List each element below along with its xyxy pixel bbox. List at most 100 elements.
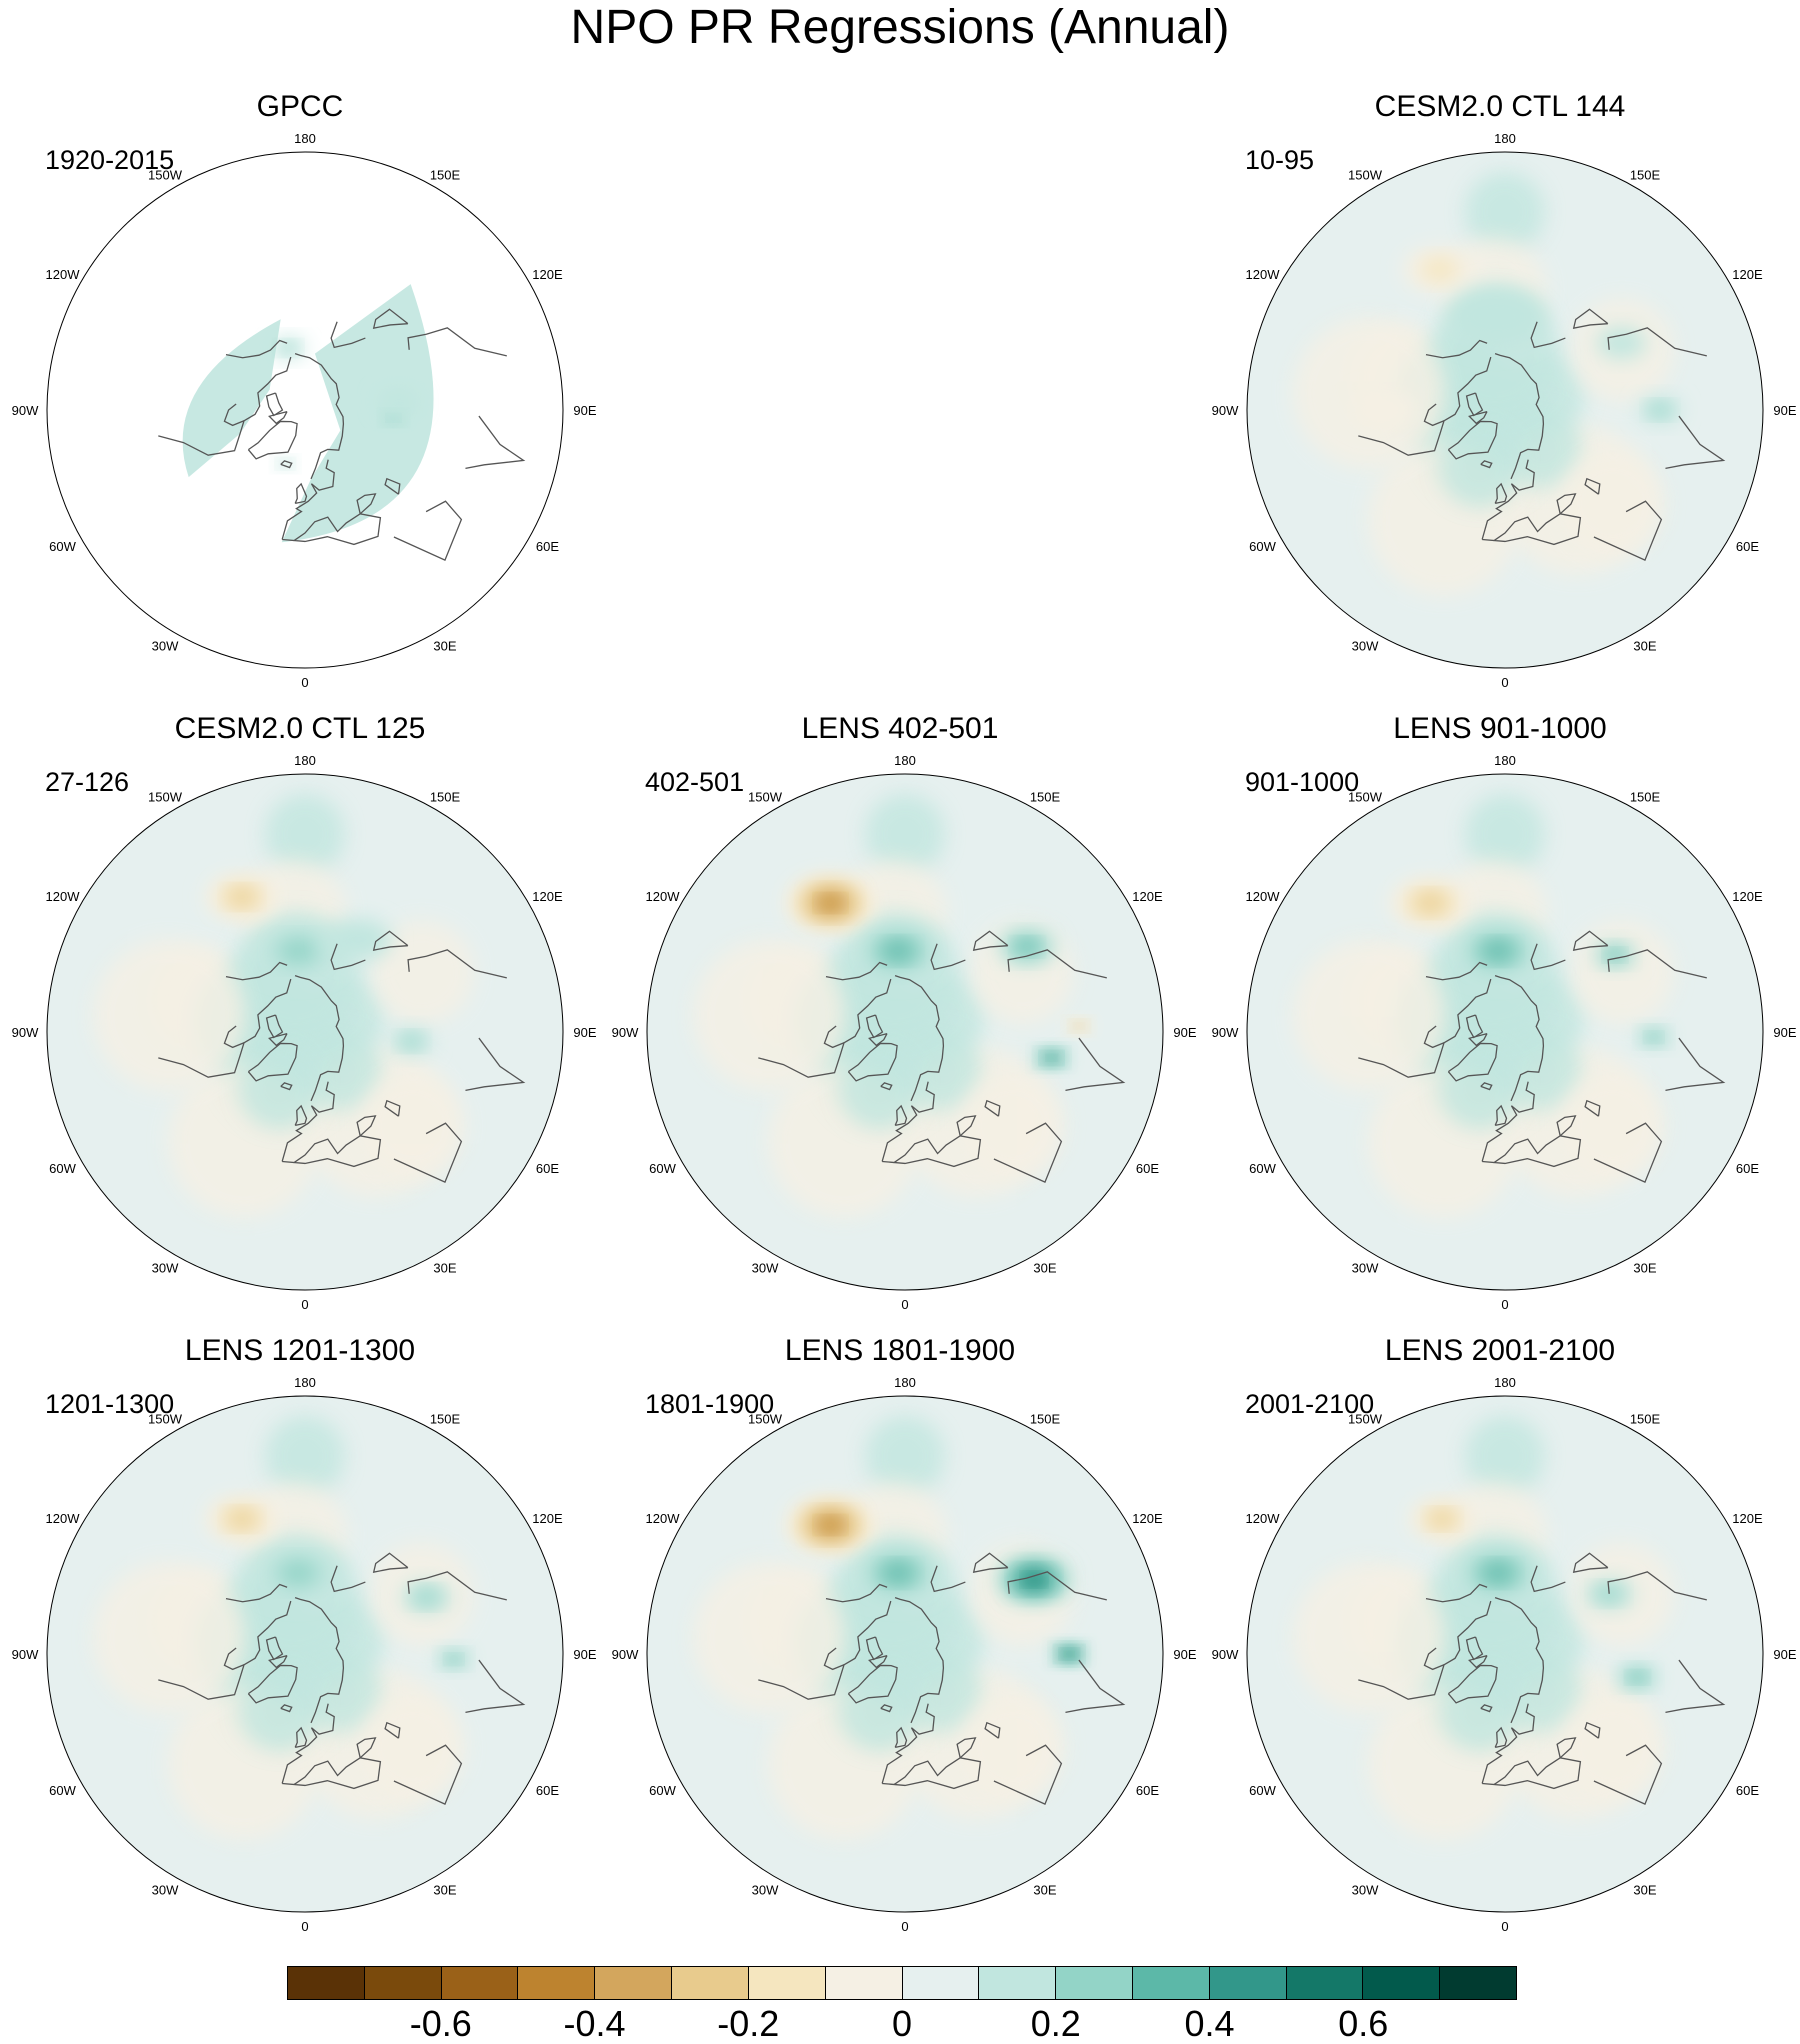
longitude-label: 180	[294, 131, 316, 146]
polar-map: 180 150E 120E 90E 60E 30E 0 30W 60W 90W 120W 150W	[1212, 753, 1797, 1312]
coastline	[311, 1703, 335, 1735]
longitude-label: 120W	[46, 267, 81, 282]
coastline	[1556, 493, 1577, 515]
coastline	[372, 308, 409, 329]
coastline	[993, 1744, 1063, 1805]
colorbar-swatch	[1132, 1967, 1210, 1999]
map-panel: LENS 2001-2100 180 150E 120E 90E 60E 30E 0 30W 60…	[1200, 1244, 1800, 1934]
field-patch	[1570, 920, 1675, 1025]
coastline	[1494, 1104, 1508, 1127]
anomaly-contour	[1351, 389, 1418, 431]
panel-period: 402-501	[645, 767, 745, 797]
longitude-label: 90E	[573, 1647, 596, 1662]
colorbar-swatch	[748, 1967, 826, 1999]
map-panel: LENS 1801-1900 180 150E 120E 90E 60E 30E 0 30W 60…	[600, 1244, 1200, 1934]
longitude-label: 180	[1494, 131, 1516, 146]
colorbar-tick-label: -0.2	[717, 2003, 780, 2044]
longitude-label: 150E	[1030, 789, 1061, 804]
anomaly-contour	[280, 342, 297, 354]
coastline	[384, 1099, 401, 1117]
longitude-label: 30E	[433, 1261, 456, 1276]
field-patch	[239, 1670, 320, 1751]
field-patch	[960, 1073, 1065, 1178]
coastline	[465, 1659, 526, 1714]
field-patch	[692, 1561, 845, 1714]
longitude-label: 120E	[1132, 889, 1163, 904]
coastline	[281, 483, 318, 540]
coastline	[758, 1600, 892, 1700]
map-outline	[1246, 773, 1764, 1291]
anomaly-contour	[1484, 942, 1512, 960]
anomaly-contour	[821, 1519, 840, 1531]
longitude-label: 150W	[748, 1411, 783, 1426]
coastline	[247, 1664, 298, 1704]
field-patch	[1292, 1561, 1445, 1714]
polar-map: 180 150E 120E 90E 60E 30E 0 30W 60W 90W 120W 150W	[1212, 1375, 1797, 1934]
coastline	[1425, 1583, 1488, 1603]
coastline	[972, 930, 1009, 951]
coastline	[1665, 1037, 1726, 1092]
coastline	[1480, 1704, 1493, 1713]
coastline	[158, 356, 292, 456]
coastline	[465, 415, 526, 470]
coastline	[1482, 1757, 1582, 1790]
field-patch	[1560, 1073, 1665, 1178]
colorbar-tick-label: -0.6	[409, 2003, 472, 2044]
coastline	[330, 1565, 366, 1593]
longitude-label: 60W	[49, 1783, 76, 1798]
longitude-label: 60E	[1736, 1783, 1759, 1798]
coastline	[268, 1032, 288, 1047]
coastline	[1607, 1571, 1707, 1601]
longitude-label: 150W	[748, 789, 783, 804]
coastline	[247, 420, 298, 460]
coastline	[356, 1115, 377, 1137]
coastline	[407, 1571, 507, 1601]
coastline	[1607, 949, 1707, 979]
coastline	[930, 1565, 966, 1593]
anomaly-contour	[1420, 257, 1459, 282]
coastline	[972, 1552, 1009, 1573]
longitude-label: 90W	[1212, 1025, 1239, 1040]
longitude-label: 120W	[1246, 1511, 1281, 1526]
longitude-label: 30E	[433, 1883, 456, 1898]
land-shading	[281, 284, 434, 543]
anomaly-contour	[389, 415, 398, 421]
coastline	[1480, 1082, 1493, 1091]
coastline	[282, 1757, 382, 1790]
coastline	[1358, 978, 1492, 1078]
longitude-label: 120E	[1132, 1511, 1163, 1526]
coastline	[1572, 1552, 1609, 1573]
field-patch	[92, 939, 245, 1092]
longitude-label: 60E	[1136, 1783, 1159, 1798]
coastline	[758, 978, 892, 1078]
coastline	[247, 1042, 298, 1082]
panel-period: 901-1000	[1245, 767, 1360, 797]
anomaly-contour	[1416, 894, 1445, 912]
coastline	[158, 1600, 292, 1700]
coastline	[1665, 1659, 1726, 1714]
map-panel: GPCC 180 150E 120E 90E 60E 30E 0 30W 60W 90W 120W 15…	[0, 0, 600, 690]
longitude-label: 60W	[649, 1161, 676, 1176]
coastline	[223, 403, 245, 427]
colorbar-swatch	[1209, 1967, 1287, 1999]
coastline	[1482, 513, 1582, 546]
longitude-label: 150E	[1030, 1411, 1061, 1426]
colorbar-tick-label: 0.6	[1338, 2003, 1389, 2044]
coastline	[407, 949, 507, 979]
field-patch	[839, 1670, 920, 1751]
longitude-label: 180	[894, 753, 916, 768]
colorbar-tick-label: -0.4	[563, 2003, 626, 2044]
map-outline	[46, 1395, 564, 1913]
longitude-label: 120E	[1732, 267, 1763, 282]
anomaly-contour	[1431, 1512, 1454, 1526]
colorbar-swatch	[672, 1967, 749, 1999]
coastline	[1593, 1744, 1663, 1805]
field-patch	[265, 1416, 345, 1497]
coastline	[1423, 1647, 1445, 1671]
coastline	[1607, 327, 1707, 357]
coastline	[1425, 339, 1488, 359]
coastline	[1584, 477, 1601, 495]
longitude-label: 0	[1501, 1919, 1508, 1934]
colorbar-swatch	[1056, 1967, 1133, 1999]
panel-title: LENS 1801-1900	[784, 1334, 1016, 1367]
